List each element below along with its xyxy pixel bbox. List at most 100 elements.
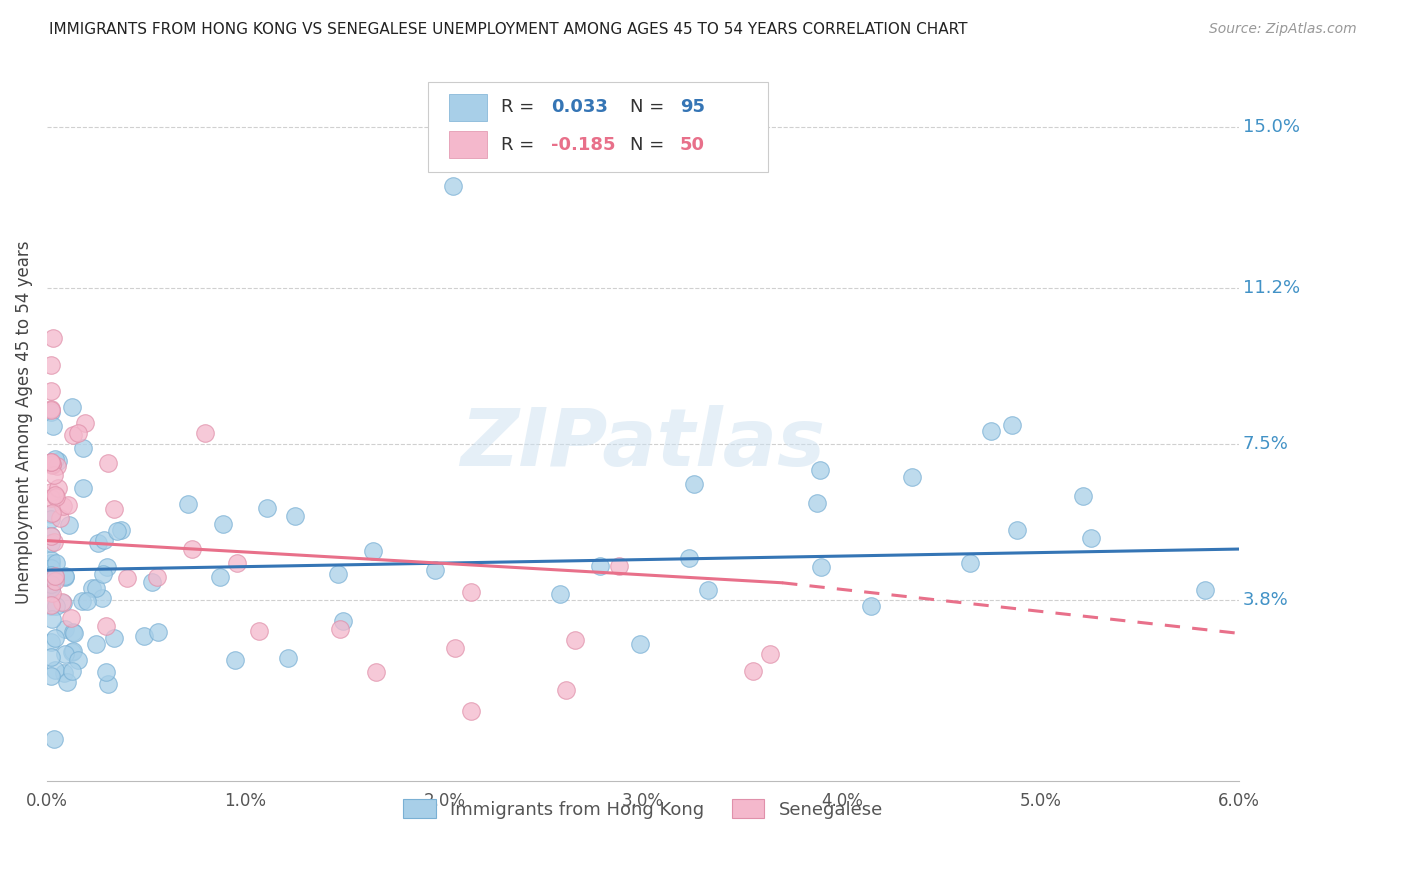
Point [39, 669, 62, 683]
Point [72, 441, 94, 455]
Point [39, 556, 62, 570]
Point [56, 498, 79, 512]
Point [39, 455, 62, 469]
Point [84, 637, 107, 651]
Point [39, 567, 62, 582]
Point [39, 561, 62, 575]
Point [423, 563, 446, 577]
FancyBboxPatch shape [449, 131, 486, 158]
Text: R =: R = [501, 136, 540, 153]
Point [1194, 582, 1216, 597]
Point [72, 481, 94, 495]
Point [45, 599, 67, 614]
Point [46, 459, 69, 474]
Point [41, 457, 63, 471]
Point [859, 599, 882, 613]
Point [224, 653, 246, 667]
Point [87, 536, 110, 550]
Point [91, 591, 114, 605]
Text: IMMIGRANTS FROM HONG KONG VS SENEGALESE UNEMPLOYMENT AMONG AGES 45 TO 54 YEARS C: IMMIGRANTS FROM HONG KONG VS SENEGALESE … [49, 22, 967, 37]
Point [39, 455, 62, 469]
Text: -0.185: -0.185 [551, 136, 616, 153]
Point [900, 470, 922, 484]
Point [141, 575, 163, 590]
FancyBboxPatch shape [449, 94, 486, 121]
Point [460, 584, 482, 599]
Point [39, 599, 62, 613]
Y-axis label: Unemployment Among Ages 45 to 54 years: Unemployment Among Ages 45 to 54 years [15, 241, 32, 604]
Point [366, 665, 388, 679]
Point [94, 619, 117, 633]
Point [1080, 532, 1102, 546]
Point [742, 664, 765, 678]
Text: Source: ZipAtlas.com: Source: ZipAtlas.com [1209, 22, 1357, 37]
Point [39, 529, 62, 543]
Point [53, 665, 76, 680]
Point [60, 645, 83, 659]
Point [39, 529, 62, 543]
Point [177, 497, 200, 511]
Point [39, 580, 62, 594]
Point [564, 633, 586, 648]
Point [44, 451, 66, 466]
Point [225, 556, 247, 570]
Point [180, 542, 202, 557]
Point [44, 574, 66, 588]
Point [247, 624, 270, 638]
Point [46, 454, 69, 468]
Point [548, 587, 571, 601]
Point [1001, 417, 1024, 432]
Point [115, 571, 138, 585]
Point [58, 517, 80, 532]
Point [60, 401, 83, 415]
Point [42, 535, 65, 549]
Point [39, 599, 62, 613]
Point [41, 586, 63, 600]
Point [39, 578, 62, 592]
Point [460, 704, 482, 718]
Point [132, 629, 155, 643]
Point [39, 507, 62, 521]
Point [45, 556, 67, 570]
Point [1007, 523, 1029, 537]
Point [97, 676, 120, 690]
Text: 95: 95 [681, 98, 704, 116]
Point [39, 573, 62, 587]
Point [103, 502, 125, 516]
Point [53, 647, 76, 661]
Point [959, 556, 981, 570]
Point [51, 595, 73, 609]
Text: R =: R = [501, 98, 540, 116]
Point [758, 647, 780, 661]
Point [555, 682, 578, 697]
Point [76, 594, 98, 608]
Point [48, 481, 70, 495]
Point [332, 614, 354, 628]
Point [44, 568, 66, 582]
Point [39, 577, 62, 591]
Point [62, 644, 84, 658]
Point [39, 359, 62, 373]
Point [49, 510, 72, 524]
Point [62, 625, 84, 640]
Point [53, 570, 76, 584]
Point [808, 463, 831, 477]
Point [105, 524, 128, 539]
Point [62, 428, 84, 442]
Text: 0.033: 0.033 [551, 98, 609, 116]
Point [41, 485, 63, 500]
Text: ZIPatlas: ZIPatlas [461, 405, 825, 483]
Point [44, 631, 66, 645]
Point [41, 612, 63, 626]
Point [51, 596, 73, 610]
Point [444, 640, 467, 655]
Point [256, 500, 278, 515]
Point [96, 665, 118, 679]
Text: 15.0%: 15.0% [1243, 119, 1299, 136]
Point [39, 553, 62, 567]
Point [42, 468, 65, 483]
Point [39, 634, 62, 648]
Legend: Immigrants from Hong Kong, Senegalese: Immigrants from Hong Kong, Senegalese [396, 792, 890, 826]
Point [70, 593, 93, 607]
Text: N =: N = [630, 136, 669, 153]
